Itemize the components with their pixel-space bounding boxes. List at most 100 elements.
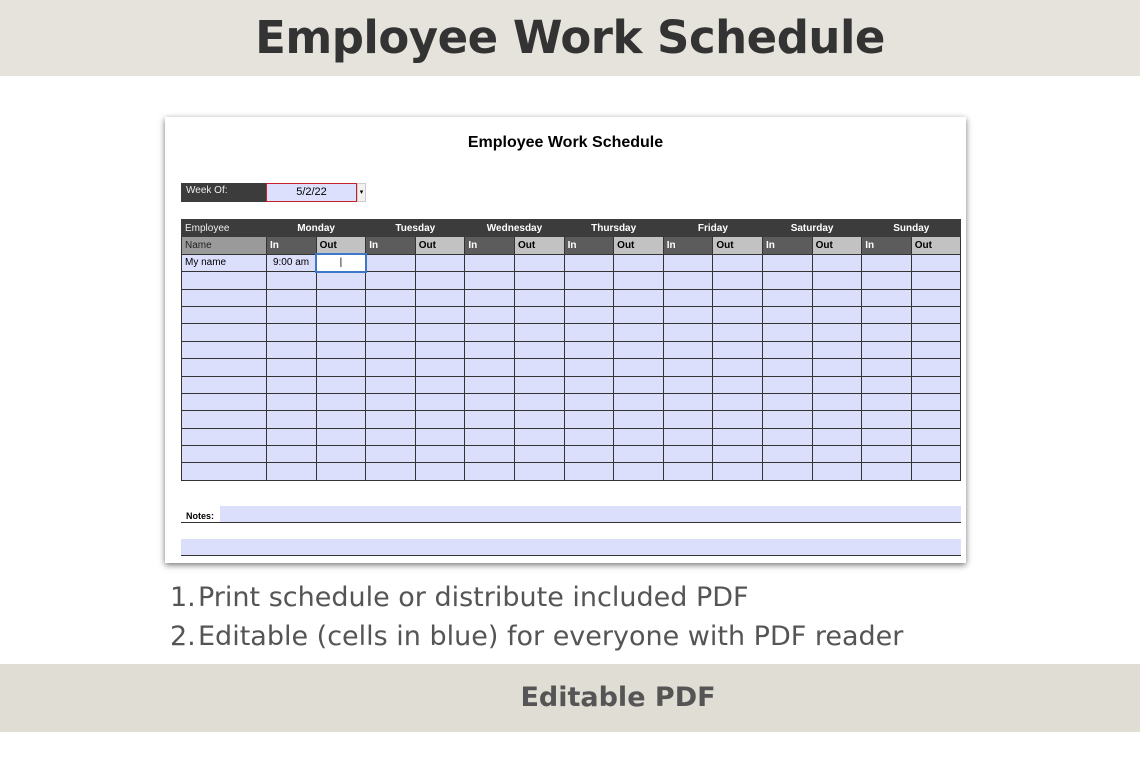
time-cell[interactable]	[811, 462, 863, 481]
time-cell[interactable]	[861, 305, 912, 325]
time-cell[interactable]	[464, 375, 515, 394]
time-cell[interactable]	[315, 358, 367, 377]
time-cell[interactable]	[563, 271, 615, 290]
time-cell[interactable]	[910, 392, 962, 412]
time-cell[interactable]	[761, 288, 813, 307]
time-cell[interactable]	[761, 445, 813, 464]
employee-name-cell[interactable]	[181, 305, 267, 325]
time-cell[interactable]	[513, 392, 565, 412]
time-cell[interactable]	[266, 340, 317, 360]
time-cell[interactable]	[513, 375, 565, 394]
time-cell[interactable]	[811, 323, 863, 342]
time-cell[interactable]	[563, 253, 615, 273]
employee-name-cell[interactable]	[181, 410, 267, 429]
time-cell[interactable]	[861, 253, 912, 273]
time-cell[interactable]	[613, 288, 664, 307]
time-cell[interactable]	[613, 305, 664, 325]
time-cell[interactable]	[464, 392, 515, 412]
time-cell[interactable]	[662, 253, 714, 273]
time-cell[interactable]	[811, 271, 863, 290]
time-cell[interactable]	[613, 358, 664, 377]
time-cell[interactable]	[662, 358, 714, 377]
time-cell[interactable]	[811, 288, 863, 307]
employee-name-cell[interactable]	[181, 375, 267, 394]
time-cell[interactable]	[861, 427, 912, 447]
time-cell[interactable]	[811, 253, 863, 273]
time-cell[interactable]	[414, 445, 466, 464]
time-cell[interactable]	[861, 410, 912, 429]
time-cell[interactable]	[315, 462, 367, 481]
time-cell[interactable]	[266, 427, 317, 447]
employee-name-cell[interactable]	[181, 445, 267, 464]
time-cell[interactable]	[811, 305, 863, 325]
time-cell[interactable]	[563, 358, 615, 377]
time-cell[interactable]	[712, 323, 763, 342]
time-cell[interactable]	[464, 340, 515, 360]
time-cell[interactable]	[811, 358, 863, 377]
time-cell[interactable]	[414, 462, 466, 481]
time-cell[interactable]	[712, 253, 763, 273]
time-cell[interactable]	[761, 305, 813, 325]
time-cell[interactable]	[910, 288, 962, 307]
time-cell[interactable]	[365, 305, 416, 325]
time-cell[interactable]	[365, 358, 416, 377]
time-cell[interactable]	[563, 462, 615, 481]
time-cell[interactable]	[761, 253, 813, 273]
time-cell[interactable]	[861, 375, 912, 394]
time-cell[interactable]	[365, 375, 416, 394]
notes-field[interactable]	[220, 506, 961, 522]
time-cell[interactable]	[513, 462, 565, 481]
time-cell[interactable]	[464, 445, 515, 464]
time-cell[interactable]	[910, 253, 962, 273]
time-cell[interactable]	[365, 288, 416, 307]
time-cell[interactable]	[761, 427, 813, 447]
time-cell[interactable]	[513, 445, 565, 464]
time-cell[interactable]	[910, 410, 962, 429]
time-cell[interactable]	[613, 375, 664, 394]
time-cell[interactable]	[266, 358, 317, 377]
time-cell[interactable]	[315, 340, 367, 360]
time-cell[interactable]	[464, 271, 515, 290]
time-cell[interactable]	[910, 305, 962, 325]
time-cell[interactable]	[513, 253, 565, 273]
dropdown-arrow-icon[interactable]: ▾	[357, 183, 366, 202]
time-cell[interactable]	[811, 375, 863, 394]
time-cell[interactable]	[464, 323, 515, 342]
time-cell[interactable]	[712, 340, 763, 360]
employee-name-cell[interactable]	[181, 288, 267, 307]
time-cell[interactable]	[712, 462, 763, 481]
time-cell[interactable]	[365, 340, 416, 360]
time-cell[interactable]	[464, 253, 515, 273]
time-cell[interactable]	[315, 392, 367, 412]
time-cell[interactable]	[861, 323, 912, 342]
time-cell[interactable]	[563, 410, 615, 429]
time-cell[interactable]	[266, 445, 317, 464]
time-cell[interactable]	[613, 253, 664, 273]
time-cell[interactable]	[464, 462, 515, 481]
time-cell[interactable]	[861, 271, 912, 290]
time-cell[interactable]	[861, 445, 912, 464]
time-cell[interactable]	[910, 340, 962, 360]
time-cell[interactable]	[315, 305, 367, 325]
time-cell[interactable]	[266, 271, 317, 290]
time-cell[interactable]	[613, 271, 664, 290]
time-cell[interactable]	[414, 288, 466, 307]
time-cell[interactable]	[414, 410, 466, 429]
time-cell[interactable]	[563, 392, 615, 412]
time-cell[interactable]	[613, 462, 664, 481]
notes-field-2[interactable]	[181, 539, 961, 556]
time-cell[interactable]	[414, 358, 466, 377]
time-cell[interactable]	[563, 288, 615, 307]
time-cell[interactable]	[414, 271, 466, 290]
time-cell[interactable]	[910, 375, 962, 394]
time-cell[interactable]	[861, 392, 912, 412]
time-cell[interactable]	[662, 305, 714, 325]
time-cell[interactable]	[662, 340, 714, 360]
time-cell[interactable]	[662, 392, 714, 412]
time-cell[interactable]	[861, 358, 912, 377]
week-of-input[interactable]: 5/2/22	[266, 183, 357, 202]
time-cell[interactable]	[315, 323, 367, 342]
time-cell[interactable]	[563, 340, 615, 360]
time-cell[interactable]	[414, 375, 466, 394]
time-cell[interactable]	[662, 271, 714, 290]
